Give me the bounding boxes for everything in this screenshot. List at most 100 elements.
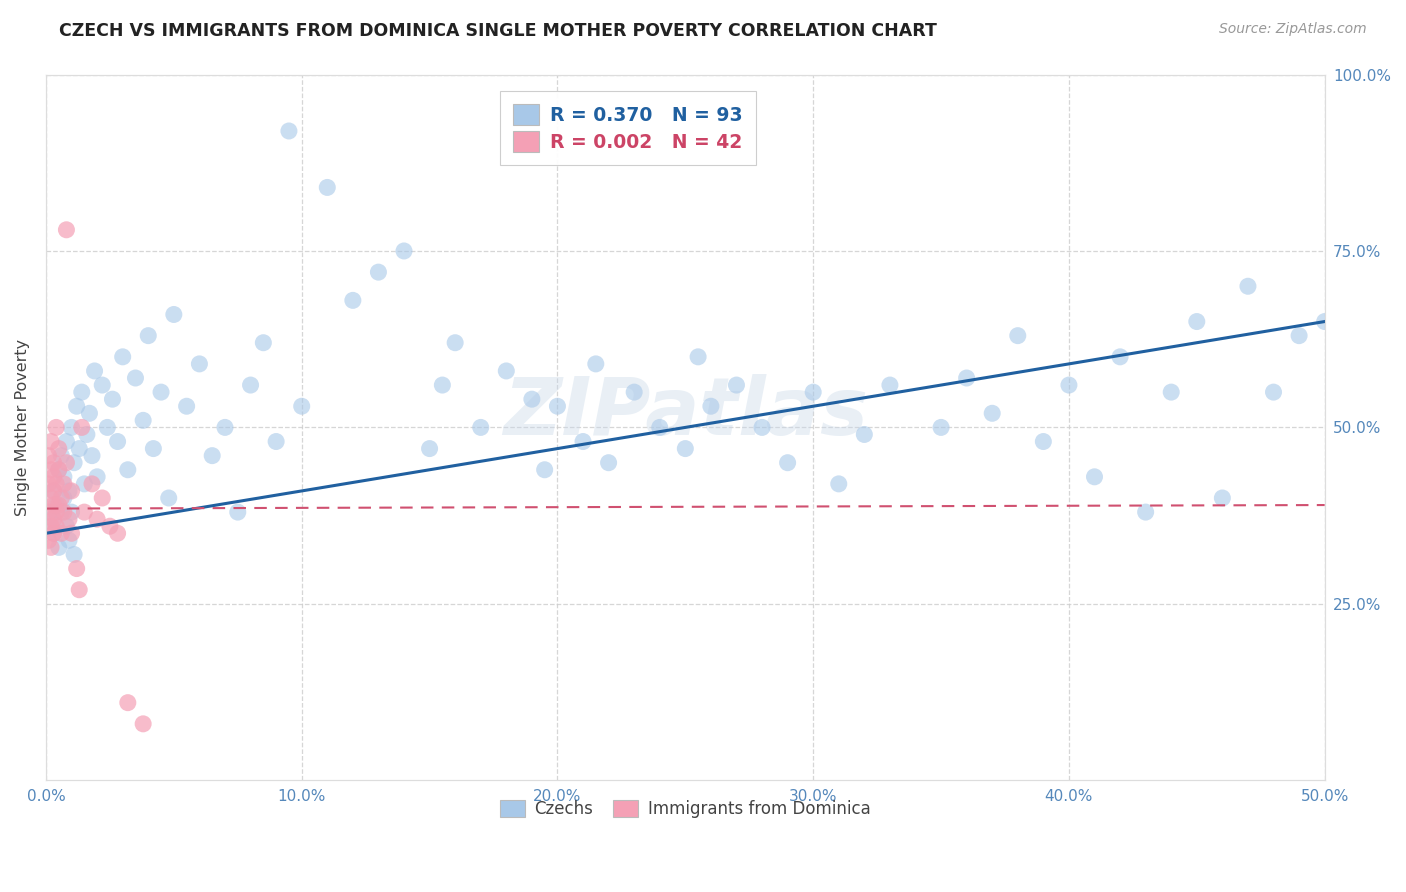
Point [342, 293, 364, 308]
Point [48, 498, 70, 512]
Point [132, 413, 155, 427]
Point [55, 519, 77, 533]
Point [42, 512, 65, 526]
Point [1032, 434, 1054, 449]
Point [981, 406, 1004, 420]
Point [239, 378, 262, 392]
Text: CZECH VS IMMIGRANTS FROM DOMINICA SINGLE MOTHER POVERTY CORRELATION CHART: CZECH VS IMMIGRANTS FROM DOMINICA SINGLE… [59, 22, 936, 40]
Point [45, 519, 67, 533]
Point [52, 491, 75, 505]
Point [42, 483, 65, 498]
Point [42, 470, 65, 484]
Point [1057, 378, 1080, 392]
Point [66, 399, 89, 413]
Point [107, 526, 129, 541]
Point [39, 541, 62, 555]
Point [80, 449, 103, 463]
Point [45, 420, 67, 434]
Point [419, 442, 441, 456]
Point [73, 476, 96, 491]
Point [673, 442, 696, 456]
Text: ZIPatlas: ZIPatlas [503, 375, 868, 452]
Point [546, 399, 568, 413]
Point [124, 371, 146, 385]
Point [648, 420, 671, 434]
Point [623, 385, 645, 400]
Point [39, 519, 62, 533]
Point [444, 335, 467, 350]
Point [58, 483, 80, 498]
Point [1263, 385, 1285, 400]
Point [117, 696, 139, 710]
Point [42, 526, 65, 541]
Point [79, 406, 101, 420]
Point [70, 385, 93, 400]
Point [136, 328, 159, 343]
Point [38, 533, 60, 548]
Point [142, 442, 165, 456]
Point [1135, 505, 1157, 519]
Point [48, 463, 70, 477]
Point [277, 124, 299, 138]
Point [55, 456, 77, 470]
Point [42, 483, 65, 498]
Point [45, 505, 67, 519]
Point [39, 434, 62, 449]
Point [111, 350, 134, 364]
Point [1313, 314, 1336, 328]
Point [51, 505, 73, 519]
Point [63, 456, 86, 470]
Legend: Czechs, Immigrants from Dominica: Czechs, Immigrants from Dominica [494, 793, 877, 825]
Point [52, 470, 75, 484]
Point [39, 491, 62, 505]
Point [60, 526, 83, 541]
Point [392, 244, 415, 258]
Point [45, 498, 67, 512]
Point [52, 505, 75, 519]
Point [63, 548, 86, 562]
Point [495, 364, 517, 378]
Point [150, 385, 173, 400]
Point [688, 350, 710, 364]
Point [572, 434, 595, 449]
Point [853, 427, 876, 442]
Point [67, 582, 90, 597]
Point [1237, 279, 1260, 293]
Point [96, 420, 118, 434]
Point [117, 463, 139, 477]
Point [42, 498, 65, 512]
Point [73, 505, 96, 519]
Point [86, 512, 108, 526]
Point [91, 491, 114, 505]
Point [70, 420, 93, 434]
Point [776, 456, 799, 470]
Point [751, 420, 773, 434]
Point [533, 463, 555, 477]
Point [48, 463, 70, 477]
Point [700, 399, 723, 413]
Point [58, 533, 80, 548]
Point [51, 526, 73, 541]
Point [598, 456, 620, 470]
Point [39, 512, 62, 526]
Text: Source: ZipAtlas.com: Source: ZipAtlas.com [1219, 22, 1367, 37]
Point [163, 308, 186, 322]
Point [98, 519, 121, 533]
Point [828, 476, 851, 491]
Point [201, 449, 224, 463]
Point [432, 378, 454, 392]
Point [101, 392, 124, 407]
Point [214, 420, 236, 434]
Point [76, 427, 98, 442]
Point [60, 505, 83, 519]
Point [107, 434, 129, 449]
Point [42, 526, 65, 541]
Point [585, 357, 607, 371]
Point [291, 399, 314, 413]
Point [83, 364, 105, 378]
Point [520, 392, 543, 407]
Point [48, 442, 70, 456]
Point [51, 491, 73, 505]
Point [176, 399, 198, 413]
Point [66, 561, 89, 575]
